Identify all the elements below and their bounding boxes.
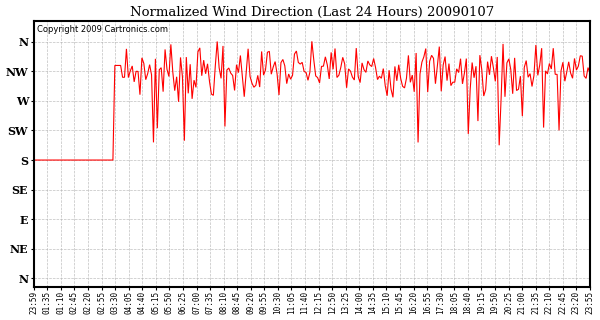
Text: Copyright 2009 Cartronics.com: Copyright 2009 Cartronics.com [37, 25, 167, 34]
Title: Normalized Wind Direction (Last 24 Hours) 20090107: Normalized Wind Direction (Last 24 Hours… [130, 5, 494, 19]
